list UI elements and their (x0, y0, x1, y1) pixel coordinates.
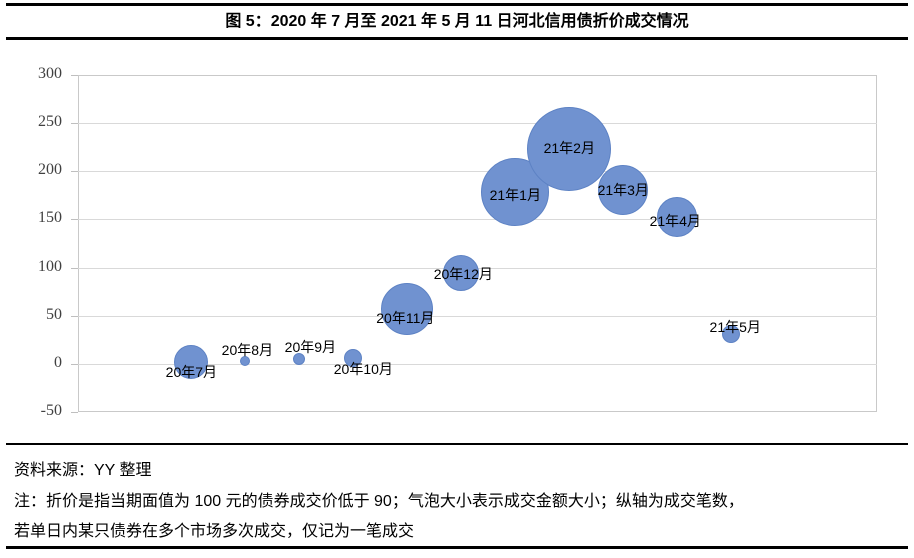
footnote-line-1: 注：折价是指当期面值为 100 元的债券成交价低于 90；气泡大小表示成交金额大… (14, 493, 744, 510)
y-axis-tick (71, 171, 78, 173)
bubble-month-6 (443, 255, 480, 292)
bubble-month-8 (527, 107, 612, 192)
y-gridline (78, 363, 877, 365)
bubble-month-3 (293, 353, 306, 366)
bubble-label-month-3: 20年9月 (284, 339, 337, 356)
plot-area (78, 75, 877, 412)
y-axis-tick-label: 0 (54, 353, 62, 371)
y-axis-tick (71, 412, 78, 413)
title-bottom-rule (6, 37, 908, 40)
bubble-label-month-6: 20年12月 (433, 266, 493, 283)
y-axis-tick-label: 50 (46, 305, 62, 323)
bubble-label-month-1: 20年7月 (165, 363, 218, 380)
y-axis-tick-label: 150 (38, 209, 62, 227)
y-axis-tick-label: 250 (38, 113, 62, 131)
y-axis-tick (71, 315, 78, 317)
bubble-label-month-8: 21年2月 (543, 140, 595, 157)
y-gridline (78, 219, 877, 221)
bubble-label-month-10: 21年4月 (649, 212, 701, 229)
bubble-month-4 (344, 349, 363, 368)
bubble-month-10 (657, 196, 698, 237)
bubble-month-1 (174, 344, 209, 379)
y-axis-tick-label: 200 (38, 161, 62, 179)
y-gridline (78, 171, 877, 173)
footer-top-rule (6, 443, 908, 445)
bubble-chart: 300 250 200 150 100 50 0 -50 20年7月 20年8月 20年9月 20年1… (0, 40, 914, 444)
bubble-month-2 (240, 355, 251, 366)
y-axis-tick (71, 219, 78, 221)
y-axis-tick (71, 267, 78, 269)
bubble-label-month-5: 20年11月 (376, 309, 435, 326)
y-gridline (78, 123, 877, 125)
y-axis-tick-label: -50 (40, 402, 62, 419)
y-axis-tick-label: 300 (38, 65, 62, 82)
top-rule (6, 3, 908, 6)
bubble-label-month-4: 20年10月 (333, 361, 393, 378)
bubble-month-9 (598, 164, 649, 215)
bubble-label-month-9: 21年3月 (597, 181, 649, 198)
footnote-line-2: 若单日内某只债券在多个市场多次成交，仅记为一笔成交 (14, 523, 415, 540)
y-gridline (78, 315, 877, 317)
bubble-label-month-11: 21年5月 (709, 319, 761, 335)
bubble-month-11 (722, 325, 741, 343)
bubble-month-5 (381, 282, 434, 335)
source-note: 资料来源：YY 整理 (14, 462, 152, 479)
bubble-label-month-2: 20年8月 (221, 341, 274, 358)
y-axis-tick (71, 123, 78, 125)
y-axis-tick (71, 363, 78, 365)
figure-title: 图 5：2020 年 7 月至 2021 年 5 月 11 日河北信用债折价成交… (225, 13, 689, 30)
bottom-rule (6, 546, 908, 549)
bubble-label-month-7: 21年1月 (489, 186, 541, 203)
y-axis-tick-label: 100 (38, 257, 62, 275)
y-axis-tick (71, 75, 78, 76)
